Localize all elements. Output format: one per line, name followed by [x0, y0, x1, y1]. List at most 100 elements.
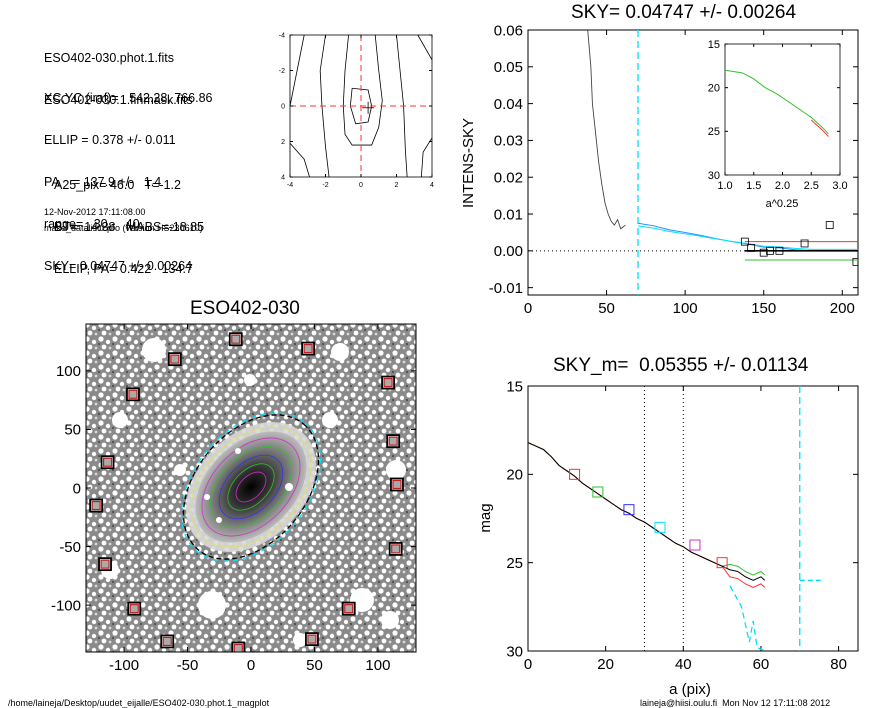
mag-yticks: 15 20 25 30: [506, 378, 858, 660]
x-tick-label: 60: [753, 656, 770, 673]
mag-markers: [569, 468, 824, 581]
result-a25: A25_pix= 46.0 T=-1.2: [54, 178, 181, 192]
x-tick-label: 1.0: [717, 180, 732, 192]
sky-box-inner: [162, 636, 172, 647]
param-sky: SKY= 0.04747 +/- 0.00264: [44, 259, 193, 273]
sky-box-point: [759, 248, 768, 257]
mag-marker: [569, 468, 581, 480]
x-tick-label: -2: [322, 182, 328, 189]
inset-profile-line: [724, 69, 829, 135]
contour-line: [420, 137, 433, 178]
y-tick-label: 0: [281, 103, 285, 110]
sky-box-inner: [91, 500, 101, 511]
x-tick-label: 0: [524, 300, 532, 317]
sky-box-inner: [307, 634, 317, 644]
sky-boxes: [740, 221, 858, 266]
y-tick-label: 2: [281, 139, 285, 146]
sky-box-inner: [128, 389, 138, 399]
sky-profile-frame: [527, 29, 859, 296]
x-tick-label: 80: [830, 656, 847, 673]
y-tick-label: 0: [73, 480, 81, 497]
y-tick-label: -50: [59, 539, 81, 556]
sky-box-point: [740, 237, 749, 246]
mag-profile-black: [528, 442, 766, 581]
y-tick-label: 0.03: [494, 133, 523, 150]
image-title: ESO402-030: [190, 298, 300, 319]
x-tick-label: 4: [430, 182, 434, 189]
x-tick-label: 150: [751, 300, 776, 317]
mag-profile-chart: mag a (pix) 0 20 40 60 80 15 20 25 30: [477, 378, 859, 698]
result-ellip-pa: ELLIP, PA= 0.422 134.7: [54, 262, 193, 276]
y-tick-label: 30: [708, 170, 720, 182]
sky-box-point: [766, 246, 774, 255]
mag-marker: [689, 539, 701, 551]
y-tick-label: 4: [281, 174, 285, 181]
x-tick-label: 2: [395, 182, 399, 189]
y-tick-label: -2: [279, 68, 285, 75]
sky-box-inner: [388, 436, 398, 446]
sky-box-point: [825, 221, 834, 229]
x-tick-label: 3.0: [832, 180, 847, 192]
sky-box-inner: [102, 457, 113, 467]
sky-profile-title: SKY= 0.04747 +/- 0.00264: [571, 2, 797, 23]
result-bt: BT= 14.38 MABS=-18.85: [54, 220, 205, 234]
run-date: 12-Nov-2012 17:11:08.00: [44, 207, 146, 217]
sky-box-inner: [392, 479, 402, 490]
inset-yticks: 15 20 25 30: [708, 39, 840, 182]
sky-box-inner: [100, 559, 110, 569]
inset-profile-tail: [810, 119, 829, 137]
x-tick-label: -50: [177, 657, 199, 674]
contour-line: [289, 143, 310, 178]
mag-profile-frame: [527, 385, 859, 652]
sky-box-inner: [231, 334, 241, 344]
file-list: ESO402-030.phot.1.fits ESO402-030.1.finm…: [44, 23, 193, 121]
sky-box-inner: [303, 344, 313, 354]
sky-profile-ylabel: INTENS-SKY: [460, 118, 477, 208]
contour-lines: [289, 34, 433, 178]
mag-marker: [654, 521, 666, 533]
sky-profile-chart: INTENS-SKY 0 50 100 150 200 0.06 0.05 0.04 0.03…: [460, 22, 859, 317]
footer-path: /home/laineja/Desktop/uudet_eijalle/ESO4…: [8, 698, 270, 708]
x-tick-label: 40: [675, 656, 692, 673]
x-tick-label: 100: [673, 300, 698, 317]
mag-profile-cyan: [729, 585, 766, 651]
param-pa: PA = 137.9 +/- 1.4: [44, 175, 162, 189]
x-tick-label: -4: [287, 182, 293, 189]
y-tick-label: 15: [708, 39, 720, 51]
result-params: A25_pix= 46.0 T=-1.2 BT= 14.38 MABS=-18.…: [54, 150, 204, 290]
y-tick-label: 30: [506, 643, 523, 660]
y-tick-label: 0.02: [494, 169, 523, 186]
y-tick-label: 0.00: [494, 243, 523, 260]
galaxy-image-chart: -100 -50 0 50 100 100 50 0 -50 -100: [51, 323, 417, 674]
sky-box-point: [775, 246, 784, 255]
y-tick-label: -4: [279, 32, 285, 39]
footer-user: laineja@hiisi.oulu.fi Mon Nov 12 17:11:0…: [640, 698, 831, 708]
inset-chart: 1.0 1.5 2.0 2.5 3.0 15 20 25 30 a^0.25: [708, 39, 848, 210]
x-tick-label: 20: [597, 656, 614, 673]
mag-profile-red: [528, 442, 766, 588]
mag-xlabel: a (pix): [669, 681, 711, 698]
contour-line: [342, 34, 383, 146]
sky-box-inner: [129, 604, 139, 614]
y-tick-label: 0.05: [494, 59, 523, 76]
sky-profile-inner-series: [587, 30, 626, 230]
mag-ylabel: mag: [477, 503, 494, 532]
mag-marker: [716, 557, 728, 569]
contour-line: [289, 34, 305, 107]
x-tick-label: -100: [109, 657, 139, 674]
y-tick-label: 50: [64, 422, 81, 439]
x-tick-label: 50: [306, 657, 323, 674]
sky-box-inner: [170, 354, 180, 364]
inset-frame: [724, 43, 841, 176]
file-name-mask: ESO402-030.1.finmask.fits: [44, 93, 193, 107]
mag-profile-title: SKY_m= 0.05355 +/- 0.01134: [553, 355, 809, 376]
x-tick-label: 1.5: [746, 180, 761, 192]
y-tick-label: 0.06: [494, 22, 523, 39]
x-tick-label: 0: [359, 182, 363, 189]
param-range: range= 30.- 40.: [44, 217, 144, 231]
y-tick-label: 0.01: [494, 206, 523, 223]
mag-xticks: 0 20 40 60 80: [524, 386, 847, 673]
y-tick-label: 25: [506, 555, 523, 572]
y-tick-label: -0.01: [489, 280, 523, 297]
